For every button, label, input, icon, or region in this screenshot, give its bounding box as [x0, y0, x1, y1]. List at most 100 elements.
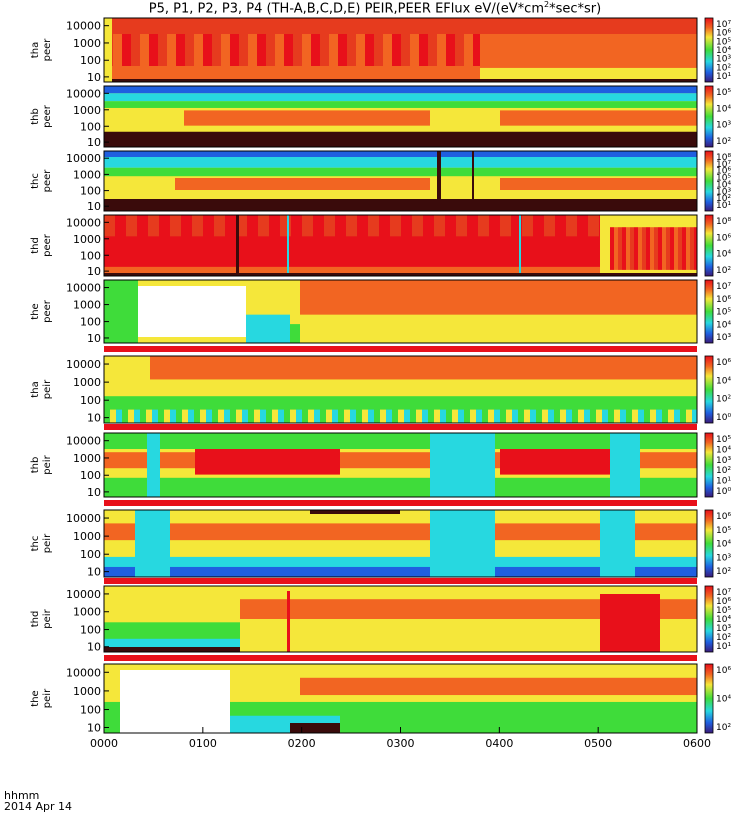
flux-stripe: [536, 409, 542, 423]
spectrogram-image-2: [104, 151, 697, 211]
y-tick-label: 10000: [66, 87, 101, 100]
flux-stripe: [608, 409, 614, 423]
flux-stripe: [452, 409, 458, 423]
y-tick-label: 100: [80, 54, 101, 67]
flux-stripe: [284, 34, 293, 66]
flux-stripe: [332, 409, 338, 423]
flux-band: [500, 110, 697, 126]
flux-stripe: [242, 409, 248, 423]
flux-stripe: [686, 227, 690, 270]
colorbar-0: [704, 17, 714, 83]
flux-stripe: [275, 34, 284, 66]
colorbar-tick-label: 10⁶: [716, 666, 731, 676]
colorbar-tick-label: 10³: [716, 333, 731, 343]
flux-band: [195, 449, 340, 475]
flux-stripe: [410, 34, 419, 66]
x-tick-label: 0300: [387, 737, 415, 750]
separator-band-3: [104, 578, 697, 584]
panel-frame-1: [103, 85, 698, 148]
flux-stripe: [542, 409, 548, 423]
flux-stripe: [467, 215, 478, 237]
y-tick-label: 100: [80, 624, 101, 637]
colorbar-tick-label: 10³: [716, 456, 731, 466]
flux-stripe: [588, 215, 599, 237]
flux-band: [104, 93, 697, 102]
flux-stripe: [357, 215, 368, 237]
flux-stripe: [560, 409, 566, 423]
panel-frame-0: [103, 17, 698, 83]
flux-stripe: [324, 215, 335, 237]
y-tick-label: 100: [80, 185, 101, 198]
flux-stripe: [278, 409, 284, 423]
flux-band: [147, 433, 160, 497]
flux-stripe: [632, 409, 638, 423]
flux-stripe: [368, 409, 374, 423]
flux-band: [480, 67, 697, 79]
flux-stripe: [104, 409, 110, 423]
y-tick-label: 10: [87, 566, 101, 579]
flux-band: [104, 433, 697, 449]
flux-stripe: [203, 215, 214, 237]
panel-frame-7: [103, 509, 698, 578]
panel-frame-8: [103, 585, 698, 653]
y-tick-label: 100: [80, 548, 101, 561]
flux-stripe: [473, 34, 480, 66]
flux-stripe: [311, 34, 320, 66]
flux-stripe: [524, 409, 530, 423]
flux-stripe: [674, 227, 678, 270]
flux-stripe: [302, 215, 313, 237]
y-tick-label: 1000: [73, 37, 101, 50]
y-tick-label: 10000: [66, 358, 101, 371]
colorbar-tick-label: 10⁴: [716, 46, 731, 56]
colorbar-tick-label: 10⁰: [716, 487, 731, 497]
colorbar-tick-label: 10²: [716, 466, 731, 476]
flux-band: [437, 151, 441, 199]
flux-stripe: [293, 34, 302, 66]
colorbar-tick-label: 10²: [716, 395, 731, 405]
title-superscript: 2: [543, 0, 550, 9]
y-tick-label: 10000: [66, 152, 101, 165]
panel-label-probe: tha: [30, 42, 41, 58]
y-tick-label: 10: [87, 332, 101, 345]
title-end: *sec*sr): [549, 1, 602, 17]
flux-stripe: [488, 409, 494, 423]
flux-stripe: [544, 215, 555, 237]
spectrogram-panel-3: 10000 1000 100 10 thd peer 10⁸ 10⁶ 10⁴ 10²: [30, 214, 731, 278]
panel-frame-4: [103, 279, 698, 344]
flux-band: [104, 18, 112, 82]
flux-stripe: [668, 409, 674, 423]
colorbar-tick-label: 10¹: [716, 642, 731, 652]
flux-stripe: [148, 215, 159, 237]
panel-label-probe: thd: [30, 611, 41, 628]
flux-stripe: [458, 409, 464, 423]
flux-band: [104, 151, 697, 157]
flux-stripe: [350, 409, 356, 423]
panel-label-quantity: peer: [42, 169, 53, 193]
flux-stripe: [158, 34, 167, 66]
flux-stripe: [522, 215, 533, 237]
flux-stripe: [530, 409, 536, 423]
flux-stripe: [446, 34, 455, 66]
flux-stripe: [446, 409, 452, 423]
colorbar-tick-label: 10²: [716, 723, 731, 733]
flux-stripe: [577, 215, 588, 237]
flux-band: [290, 723, 340, 733]
flux-stripe: [572, 409, 578, 423]
flux-band: [300, 280, 697, 315]
flux-stripe: [356, 409, 362, 423]
flux-stripe: [314, 409, 320, 423]
flux-stripe: [185, 34, 194, 66]
flux-stripe: [192, 215, 203, 237]
flux-stripe: [308, 409, 314, 423]
flux-stripe: [533, 215, 544, 237]
flux-stripe: [401, 34, 410, 66]
colorbar-tick-label: 10⁵: [716, 88, 731, 98]
flux-stripe: [218, 409, 224, 423]
flux-stripe: [280, 215, 291, 237]
y-tick-label: 1000: [73, 104, 101, 117]
flux-stripe: [225, 215, 236, 237]
flux-band: [104, 199, 697, 211]
flux-band: [104, 523, 697, 541]
colorbar-4: [704, 279, 714, 344]
flux-stripe: [291, 215, 302, 237]
